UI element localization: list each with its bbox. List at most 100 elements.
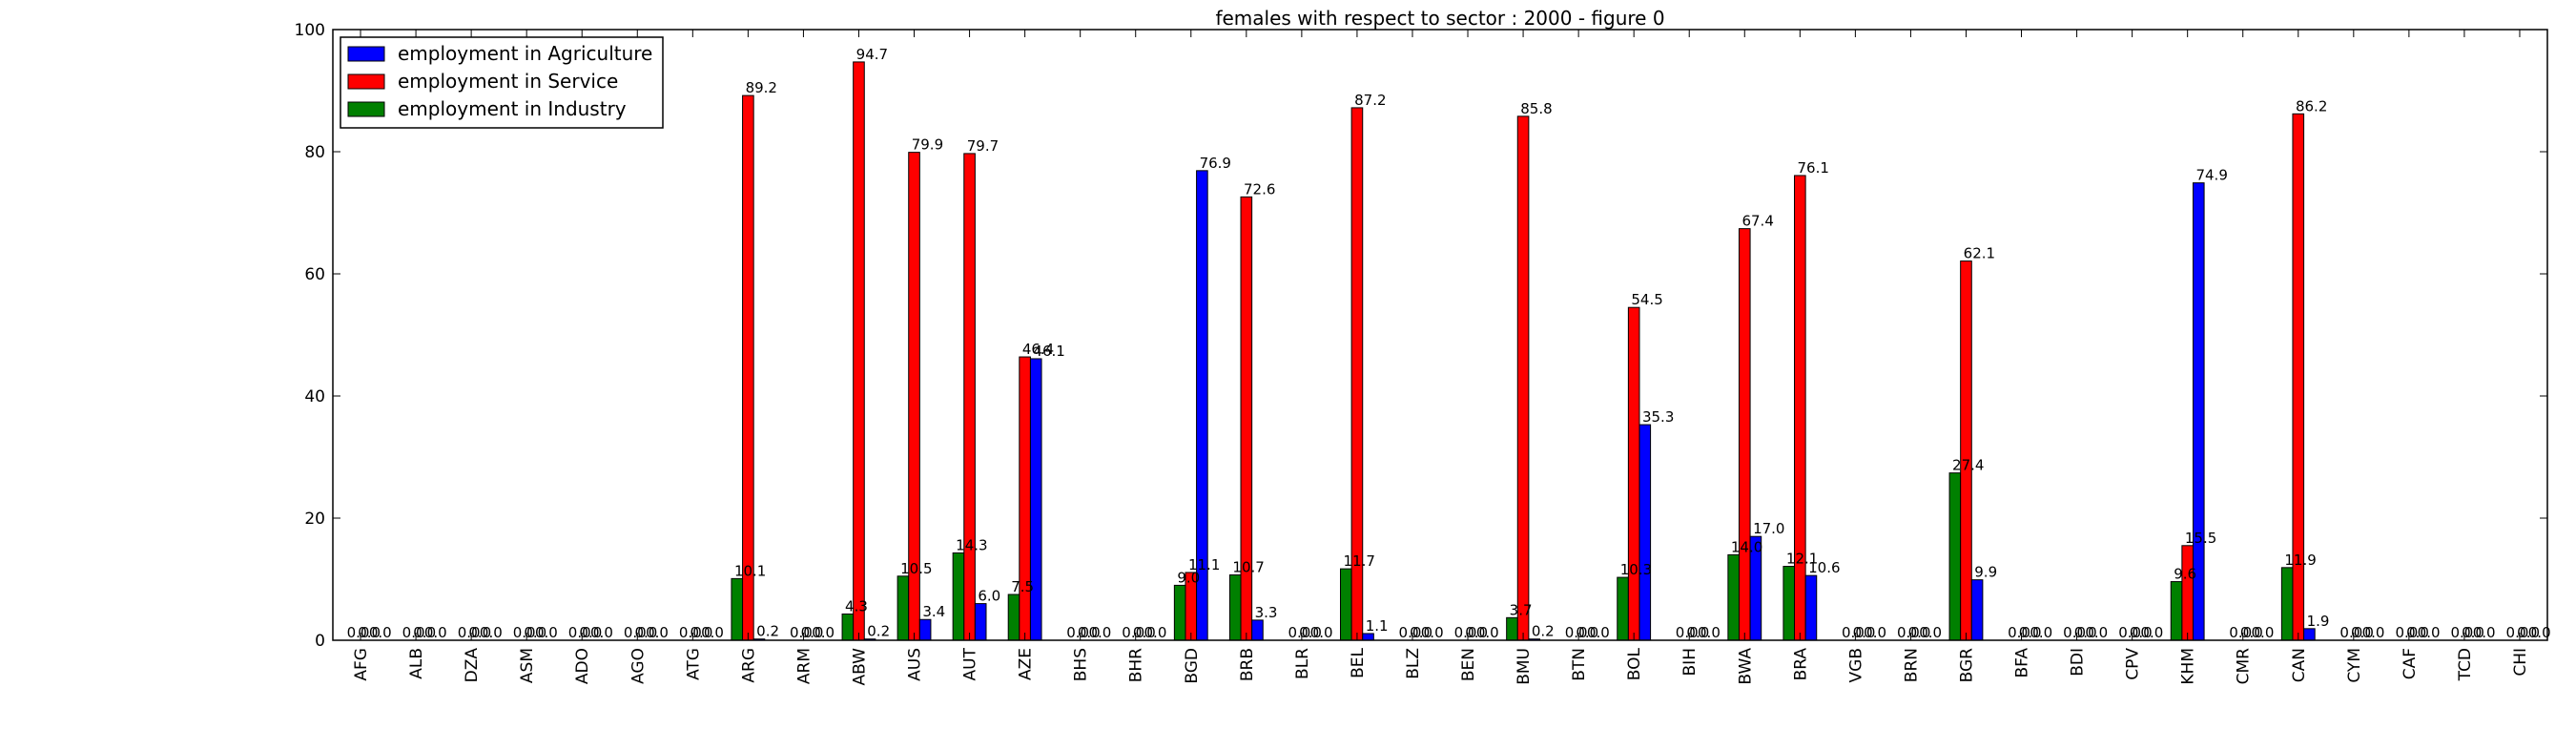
bar-aut-employment-in-industry (952, 552, 965, 641)
x-tick-label: BLZ (1404, 648, 1423, 679)
x-tick-label: ATG (684, 648, 703, 680)
value-label: 89.2 (746, 79, 777, 96)
x-tick-label: KHM (2179, 648, 2198, 685)
value-label: 0.0 (480, 624, 503, 641)
value-label: 0.0 (1088, 624, 1111, 641)
value-label: 0.0 (1299, 624, 1322, 641)
value-label: 14.3 (956, 536, 987, 553)
value-label: 0.0 (590, 624, 613, 641)
value-label: 79.7 (967, 137, 999, 155)
x-tick-label: BMU (1515, 648, 1534, 685)
value-label: 10.3 (1620, 561, 1652, 578)
x-tick-label: AUT (961, 647, 980, 680)
value-label: 0.0 (1421, 624, 1444, 641)
value-label: 0.0 (524, 624, 546, 641)
value-label: 0.0 (2451, 624, 2474, 641)
value-label: 62.1 (1964, 245, 1995, 262)
value-label: 15.5 (2185, 530, 2216, 547)
value-label: 0.0 (568, 624, 591, 641)
value-label: 0.0 (801, 624, 824, 641)
bar-bol-employment-in-industry (1617, 576, 1629, 641)
value-label: 0.0 (402, 624, 425, 641)
x-tick-label: TCD (2456, 648, 2475, 681)
x-tick-label: BWA (1736, 648, 1755, 685)
bar-can-employment-in-industry (2280, 567, 2294, 641)
value-label: 4.3 (845, 597, 868, 614)
value-label: 0.0 (2240, 624, 2263, 641)
legend-label: employment in Service (398, 70, 618, 93)
value-label: 1.1 (1366, 617, 1389, 635)
x-tick-label: ALB (407, 648, 426, 679)
x-tick-label: BGR (1957, 648, 1976, 683)
x-tick-label: BLR (1293, 648, 1312, 679)
plot-frame (332, 29, 2548, 641)
x-tick-label: ARG (739, 648, 758, 683)
value-label: 46.4 (1022, 341, 1054, 358)
value-label: 54.5 (1631, 291, 1662, 308)
value-label: 0.0 (1465, 624, 1488, 641)
bar-arg-employment-in-service (742, 94, 754, 641)
x-tick-label: CMR (2235, 648, 2254, 685)
bar-bol-employment-in-agriculture (1638, 424, 1652, 641)
x-tick-label: BEL (1349, 647, 1368, 677)
value-label: 10.5 (900, 560, 932, 577)
x-tick-label: BRB (1238, 648, 1257, 681)
value-label: 0.0 (2517, 624, 2540, 641)
value-label: 0.0 (1853, 624, 1876, 641)
bar-bmu-employment-in-industry (1506, 616, 1518, 641)
bar-aut-employment-in-service (963, 153, 976, 641)
x-tick-label: AFG (352, 648, 371, 681)
value-label: 0.0 (2085, 624, 2108, 641)
bar-bmu-employment-in-service (1516, 115, 1530, 641)
x-tick-label: BHS (1072, 648, 1091, 681)
value-label: 86.2 (2296, 97, 2327, 115)
value-label: 0.0 (1133, 624, 1156, 641)
x-tick-label: BRA (1791, 648, 1810, 681)
bar-aze-employment-in-agriculture (1029, 358, 1042, 641)
value-label: 0.0 (2063, 624, 2086, 641)
value-label: 1.9 (2307, 613, 2330, 630)
bar-bra-employment-in-agriculture (1804, 574, 1818, 641)
value-label: 0.0 (2462, 624, 2484, 641)
value-label: 0.0 (424, 624, 447, 641)
bar-bgr-employment-in-industry (1948, 472, 1962, 641)
value-label: 0.0 (1454, 624, 1477, 641)
value-label: 3.4 (922, 603, 945, 620)
value-label: 0.0 (2229, 624, 2252, 641)
value-label: 10.6 (1808, 559, 1840, 576)
value-label: 67.4 (1741, 213, 1773, 230)
bar-bgd-employment-in-industry (1173, 584, 1186, 641)
value-label: 0.0 (624, 624, 647, 641)
value-label: 0.0 (1897, 624, 1920, 641)
value-label: 0.0 (1122, 624, 1144, 641)
bar-brb-employment-in-industry (1228, 574, 1242, 641)
value-label: 0.0 (579, 624, 602, 641)
value-label: 0.0 (2418, 624, 2441, 641)
value-label: 0.0 (679, 624, 702, 641)
y-tick-label: 20 (304, 510, 325, 529)
value-label: 46.1 (1033, 343, 1064, 360)
value-label: 0.0 (2008, 624, 2030, 641)
legend-swatch (347, 101, 385, 117)
value-label: 0.0 (812, 624, 835, 641)
value-label: 11.9 (2284, 552, 2316, 569)
value-label: 0.0 (535, 624, 558, 641)
value-label: 0.0 (1864, 624, 1886, 641)
value-label: 11.1 (1188, 556, 1220, 573)
bar-abw-employment-in-service (853, 61, 865, 641)
value-label: 0.0 (1476, 624, 1499, 641)
bar-bgr-employment-in-service (1960, 260, 1972, 641)
x-tick-label: ABW (850, 648, 869, 686)
value-label: 0.2 (867, 623, 890, 640)
value-label: 10.7 (1232, 559, 1264, 576)
x-tick-label: DZA (463, 648, 482, 683)
x-tick-label: ADO (573, 648, 592, 684)
x-tick-label: CPV (2124, 648, 2143, 680)
value-label: 0.0 (2395, 624, 2418, 641)
value-label: 35.3 (1642, 408, 1674, 426)
legend-box (340, 36, 664, 129)
bar-aze-employment-in-service (1019, 356, 1031, 641)
bar-bol-employment-in-service (1627, 306, 1640, 641)
x-tick-label: BTN (1570, 648, 1589, 681)
value-label: 0.0 (2528, 624, 2551, 641)
